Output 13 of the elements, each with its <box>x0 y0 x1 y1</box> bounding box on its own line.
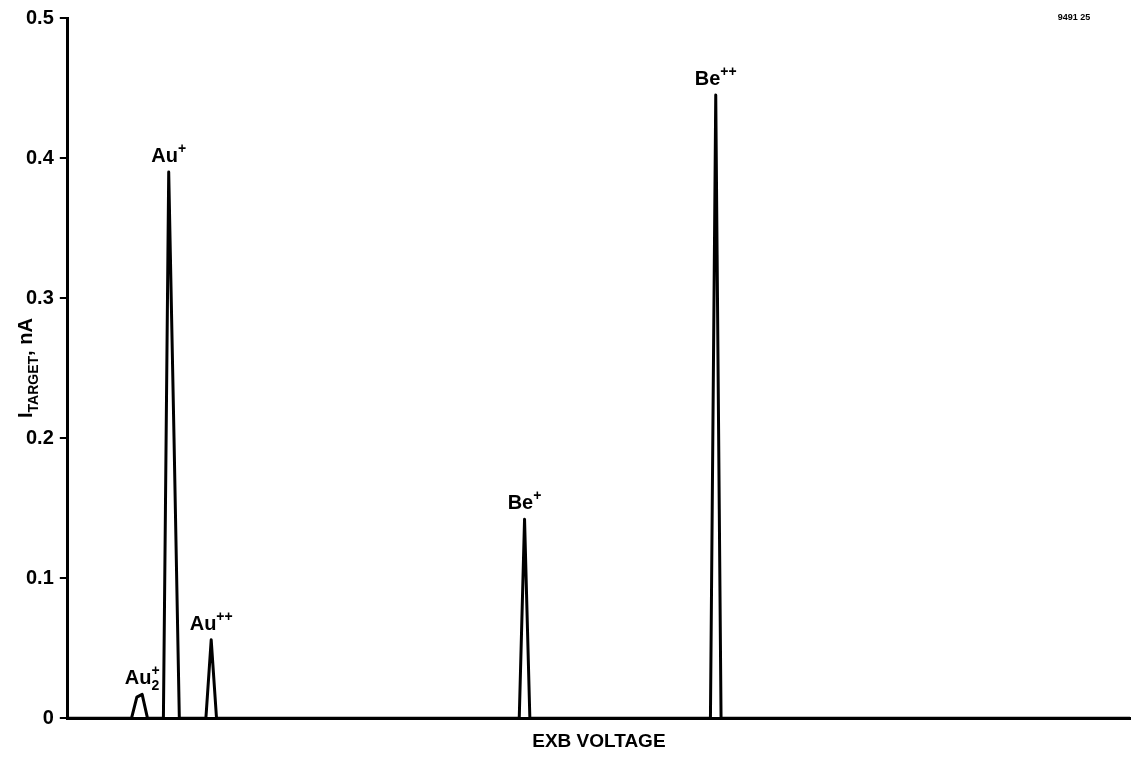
annotation: Be++ <box>694 63 737 90</box>
y-tick-label: 0.2 <box>25 425 54 448</box>
y-tick-label: 0.1 <box>25 565 54 588</box>
annotation: Be+ <box>507 487 542 514</box>
y-tick-label: 0.5 <box>25 5 54 28</box>
annotation: Au+ <box>151 140 187 167</box>
y-tick-label: 0 <box>42 705 54 728</box>
annotation: Au++ <box>189 607 233 634</box>
y-axis-title: ITARGET, nA <box>14 318 41 419</box>
y-tick-label: 0.3 <box>25 285 54 308</box>
x-axis-title: EXB VOLTAGE <box>532 729 666 751</box>
annotation: 9491 25 <box>1057 12 1091 22</box>
y-tick-label: 0.4 <box>25 145 55 168</box>
